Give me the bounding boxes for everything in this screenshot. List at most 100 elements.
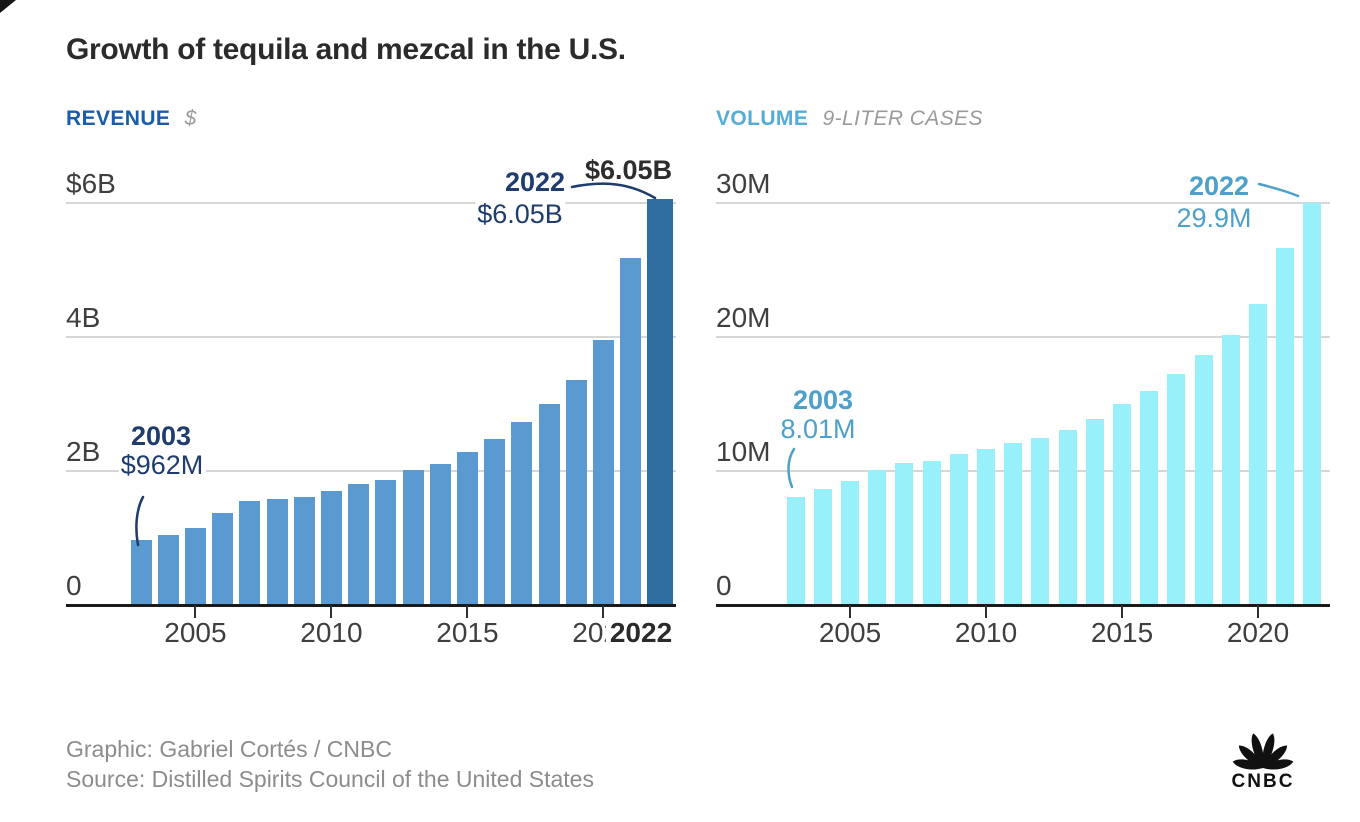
- connector-2022: [570, 182, 657, 200]
- page-title: Growth of tequila and mezcal in the U.S.: [66, 33, 626, 66]
- bar-data-label-2022: $6.05B: [585, 155, 673, 185]
- bar-2013: [1058, 429, 1077, 604]
- bar-2003: [786, 496, 805, 604]
- bar-2011: [1004, 443, 1023, 604]
- x-axis-label-2022-highlight: 2022: [605, 618, 673, 648]
- credit-line: Graphic: Gabriel Cortés / CNBC: [66, 736, 392, 762]
- bar-2019: [1221, 334, 1240, 604]
- x-axis-line: [66, 604, 676, 607]
- bar-2022: [646, 198, 673, 604]
- bar-2008: [922, 460, 941, 604]
- bar-2009: [949, 453, 968, 604]
- bar-2017: [511, 421, 533, 604]
- connector-2022: [1257, 182, 1300, 198]
- corner-mark: [0, 0, 16, 13]
- bar-2021: [620, 258, 642, 604]
- bar-2015: [1113, 404, 1131, 604]
- x-axis-line: [716, 604, 1330, 607]
- bar-2006: [212, 512, 234, 604]
- gridline-4B: [66, 336, 676, 338]
- y-axis-label-10M: 10M: [716, 437, 775, 467]
- bar-2012: [1031, 437, 1050, 604]
- y-axis-label-$6B: $6B: [66, 169, 120, 199]
- annotation-end-value: $6.05B: [475, 199, 565, 229]
- y-axis-label-2B: 2B: [66, 437, 105, 467]
- revenue-bar-chart: $6B 4B 2B 0 2005 2010 2015 2020 2022 2003 $962M 202…: [66, 156, 676, 670]
- y-axis-label-30M: 30M: [716, 169, 775, 199]
- x-axis-label-2020: 2020: [1226, 617, 1290, 648]
- annotation-start-year: 2003: [790, 385, 856, 415]
- revenue-header: REVENUE $: [66, 107, 197, 131]
- bar-2014: [429, 463, 451, 604]
- annotation-start-year: 2003: [128, 421, 194, 451]
- gridline-$6B: [66, 202, 676, 204]
- cnbc-logo-text: CNBC: [1231, 771, 1295, 792]
- y-axis-label-0: 0: [66, 571, 86, 601]
- annotation-start-value: 8.01M: [778, 414, 858, 444]
- x-tick-2020: [602, 605, 605, 618]
- bar-2020: [592, 340, 614, 604]
- y-axis-label-20M: 20M: [716, 303, 775, 333]
- bar-2016: [484, 438, 506, 604]
- bar-2018: [538, 404, 560, 604]
- bar-2005: [841, 480, 859, 604]
- x-tick-2005: [194, 605, 197, 618]
- gridline-10M: [716, 470, 1330, 472]
- bar-2007: [895, 463, 914, 604]
- bar-2017: [1167, 373, 1186, 604]
- bar-2020: [1249, 303, 1267, 604]
- x-tick-2020: [1257, 605, 1259, 618]
- x-axis-label-2010: 2010: [954, 617, 1018, 648]
- cnbc-logo: CNBC: [1220, 724, 1306, 793]
- x-axis-label-2010: 2010: [300, 617, 363, 648]
- bar-2015: [456, 451, 478, 604]
- bar-2004: [813, 488, 832, 604]
- connector-2003: [787, 447, 796, 489]
- bar-2013: [402, 470, 424, 604]
- bar-2011: [348, 484, 370, 604]
- bar-2016: [1140, 390, 1159, 604]
- bar-2019: [565, 380, 587, 604]
- bar-2007: [239, 501, 261, 604]
- volume-header: VOLUME 9-LITER CASES: [716, 107, 983, 131]
- cnbc-peacock-icon: [1232, 733, 1294, 770]
- annotation-end-year: 2022: [502, 167, 568, 197]
- bar-2010: [320, 491, 342, 604]
- source-line: Source: Distilled Spirits Council of the…: [66, 766, 594, 792]
- annotation-start-value: $962M: [118, 450, 206, 480]
- annotation-end-year: 2022: [1186, 171, 1252, 201]
- bar-2004: [157, 534, 179, 604]
- bar-2021: [1276, 247, 1295, 604]
- gridline-20M: [716, 336, 1330, 338]
- annotation-end-value: 29.9M: [1174, 203, 1254, 233]
- x-tick-2010: [330, 605, 333, 618]
- x-axis-label-2005: 2005: [818, 617, 882, 648]
- gridline-2B: [66, 470, 676, 472]
- x-tick-2015: [466, 605, 469, 618]
- connector-2003: [135, 495, 145, 547]
- bar-2014: [1085, 419, 1104, 604]
- y-axis-label-0: 0: [716, 571, 736, 601]
- bar-2009: [293, 496, 315, 604]
- revenue-section-label: REVENUE: [66, 107, 171, 130]
- x-tick-2005: [849, 605, 851, 618]
- bar-2005: [184, 527, 206, 604]
- x-tick-2015: [1121, 605, 1123, 618]
- y-axis-label-4B: 4B: [66, 303, 105, 333]
- bar-2006: [868, 470, 887, 604]
- bar-2012: [375, 480, 397, 604]
- bar-2018: [1194, 354, 1213, 604]
- volume-section-label: VOLUME: [716, 107, 809, 130]
- volume-unit-label: 9-LITER CASES: [822, 107, 983, 130]
- gridline-30M: [716, 202, 1330, 204]
- bar-2022: [1303, 203, 1322, 604]
- x-axis-label-2005: 2005: [164, 617, 227, 648]
- bar-2010: [977, 448, 995, 604]
- x-axis-label-2015: 2015: [436, 617, 499, 648]
- revenue-unit-label: $: [184, 107, 197, 130]
- bar-2003: [130, 539, 152, 604]
- x-axis-label-2015: 2015: [1090, 617, 1154, 648]
- bar-2008: [266, 498, 288, 604]
- volume-bar-chart: 30M 20M 10M 0 2005 2010 2015 2020 2003 8.01M 2022 2…: [716, 160, 1330, 670]
